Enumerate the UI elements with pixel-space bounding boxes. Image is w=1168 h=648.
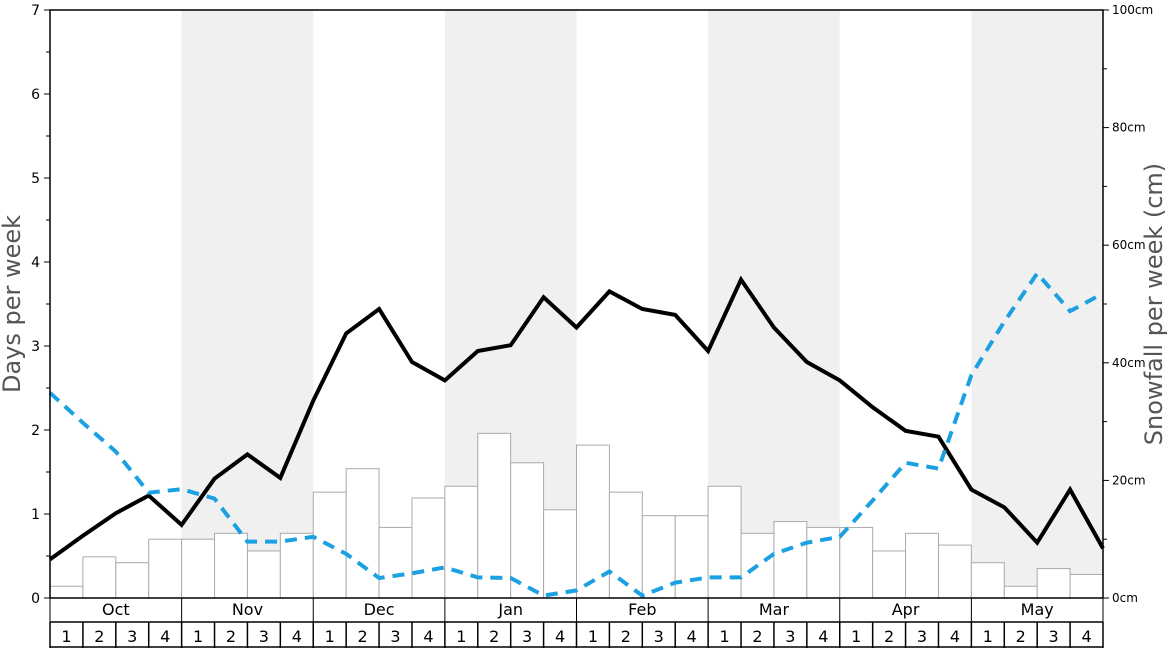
left-tick-label: 3 (31, 339, 40, 355)
left-tick-label: 1 (31, 507, 40, 523)
axis-labels: 0 1 2 3 4 5 6 7 0cm 20cm 40cm 60cm 80cm 100cm Oct Nov De… (31, 3, 1153, 646)
week-label: 4 (950, 627, 960, 646)
snowfall-bar (444, 485, 479, 599)
snowfall-bar (905, 532, 939, 599)
snowfall-bar (1036, 568, 1071, 599)
week-label: 4 (423, 627, 433, 646)
week-label: 3 (522, 627, 532, 646)
snowfall-bar (543, 509, 577, 599)
right-axis-title: Snowfall per week (cm) (1140, 163, 1168, 445)
right-tick-label: 40cm (1112, 356, 1146, 370)
snowfall-bar (378, 526, 413, 599)
week-label: 3 (917, 627, 927, 646)
week-label: 4 (1081, 627, 1091, 646)
snowfall-bar (872, 550, 907, 599)
week-label: 4 (818, 627, 828, 646)
week-label: 1 (851, 627, 861, 646)
snowfall-bar (1003, 585, 1038, 599)
left-tick-label: 0 (31, 591, 40, 607)
week-label: 3 (259, 627, 269, 646)
snowfall-bar (279, 532, 314, 599)
right-tick-label: 100cm (1112, 3, 1153, 17)
week-label: 1 (983, 627, 993, 646)
week-label: 1 (456, 627, 466, 646)
week-label: 2 (884, 627, 894, 646)
week-label: 3 (127, 627, 137, 646)
left-tick-label: 2 (31, 423, 40, 439)
snowfall-bar (411, 497, 446, 599)
right-tick-label: 60cm (1112, 238, 1146, 252)
week-label: 3 (785, 627, 795, 646)
week-label: 3 (1049, 627, 1059, 646)
snowfall-bar (82, 556, 117, 599)
snowfall-bar (608, 491, 643, 599)
week-label: 2 (1016, 627, 1026, 646)
week-label: 1 (61, 627, 71, 646)
right-tick-label: 20cm (1112, 473, 1146, 487)
month-label-oct: Oct (102, 600, 130, 619)
month-label-feb: Feb (628, 600, 656, 619)
week-label: 2 (621, 627, 631, 646)
week-label: 2 (358, 627, 368, 646)
week-label: 2 (752, 627, 762, 646)
snowfall-bar (773, 521, 808, 599)
snowfall-bar (49, 585, 84, 599)
snowfall-bar (246, 550, 281, 599)
week-label: 1 (325, 627, 335, 646)
dashed-series-line (48, 270, 1104, 598)
right-tick-label: 80cm (1112, 121, 1146, 135)
snowfall-bars (49, 432, 1104, 599)
month-label-dec: Dec (364, 600, 395, 619)
snowfall-bar (641, 515, 676, 599)
snowfall-bar (674, 515, 709, 599)
week-label: 1 (588, 627, 598, 646)
axes (44, 9, 1109, 648)
week-label: 4 (292, 627, 302, 646)
solid-series-line (48, 275, 1105, 562)
snowfall-bar (115, 562, 150, 599)
month-label-nov: Nov (232, 600, 263, 619)
snowfall-bar (148, 538, 183, 599)
left-axis-title: Days per week (0, 215, 26, 393)
left-tick-label: 7 (31, 3, 40, 19)
snowfall-bar (937, 544, 972, 599)
week-label: 4 (555, 627, 565, 646)
month-label-may: May (1021, 600, 1054, 619)
snowfall-bar (345, 468, 380, 599)
left-tick-label: 5 (31, 171, 40, 187)
snowfall-bar (214, 532, 248, 599)
week-label: 3 (390, 627, 400, 646)
snowfall-bar (477, 432, 512, 599)
week-label: 4 (160, 627, 170, 646)
snowfall-bar (510, 462, 545, 599)
week-label: 1 (719, 627, 729, 646)
week-label: 2 (94, 627, 104, 646)
week-label: 2 (226, 627, 236, 646)
month-label-mar: Mar (759, 600, 790, 619)
week-label: 4 (687, 627, 697, 646)
week-label: 1 (193, 627, 203, 646)
left-tick-label: 4 (31, 255, 40, 271)
right-tick-label: 0cm (1112, 591, 1138, 605)
snowfall-bar (181, 538, 216, 599)
snowfall-bar (1069, 573, 1104, 599)
left-tick-label: 6 (31, 87, 40, 103)
series-lines (48, 270, 1105, 598)
week-label: 3 (654, 627, 664, 646)
snowfall-bar (970, 562, 1005, 599)
week-label: 2 (489, 627, 499, 646)
snowfall-bar (839, 526, 874, 599)
month-label-jan: Jan (497, 600, 523, 619)
month-label-apr: Apr (892, 600, 920, 619)
month-shade-nov (181, 10, 314, 598)
snowfall-bar (707, 485, 742, 599)
